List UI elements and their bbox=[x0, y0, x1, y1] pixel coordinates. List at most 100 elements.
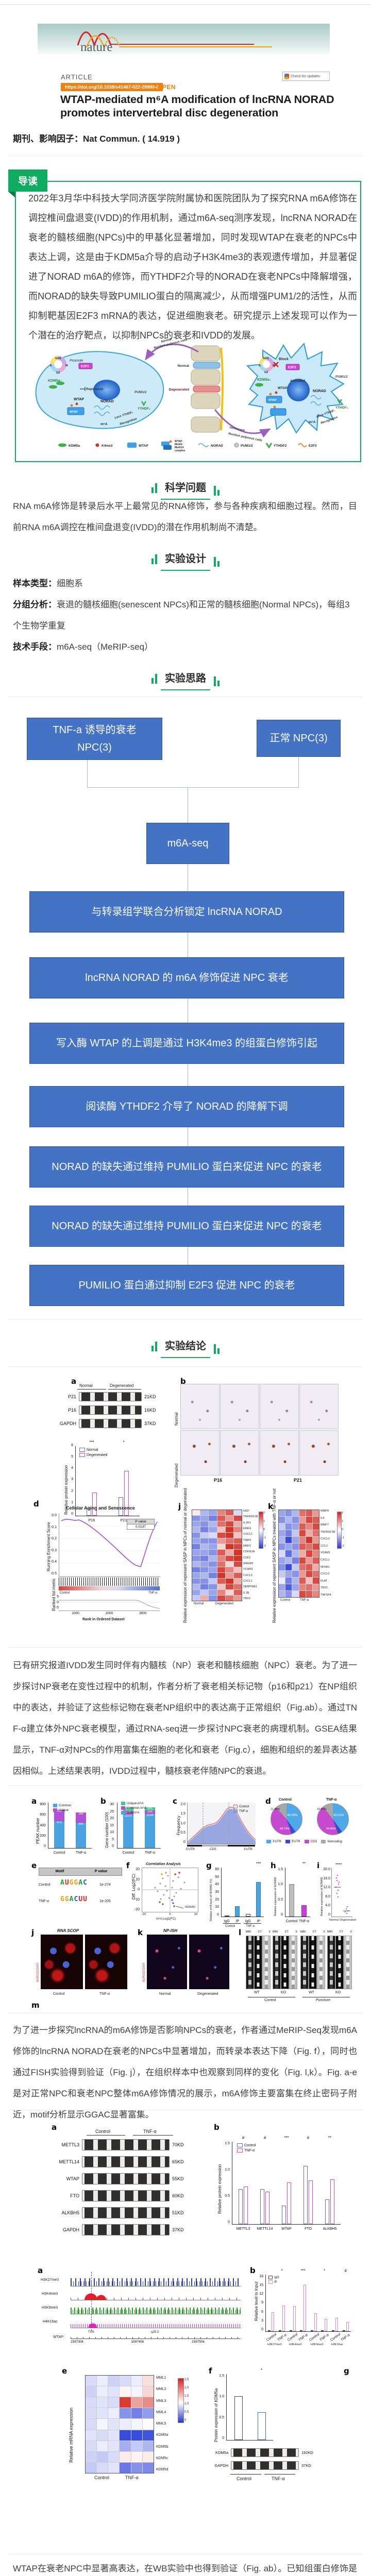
fig2d-pie-control bbox=[271, 1803, 302, 1835]
journal-logo-graphic: nature COMMUNICATIONS bbox=[77, 31, 272, 61]
intro-box bbox=[15, 181, 361, 462]
fig2l-wt1: WT bbox=[254, 1991, 260, 1994]
panel-letter-e: e bbox=[62, 2366, 68, 2376]
xray-image bbox=[289, 1936, 297, 1989]
fig2e-row2-p: 1e-205 bbox=[99, 1900, 111, 1903]
gsea-xticks: 1000 2000 3000 bbox=[72, 1612, 147, 1615]
ga-right-norad: NORAD bbox=[313, 389, 326, 393]
section-title: 科学问题 bbox=[161, 479, 210, 500]
fig1b-row-degenerated: Degenerated bbox=[174, 1463, 179, 1487]
article-label: ARTICLE bbox=[61, 73, 93, 81]
question-text: RNA m6A修饰是转录后水平上最常见的RNA修饰，参与各种疾病和细胞过程。然而… bbox=[13, 501, 357, 532]
chip-track-h3k4me3 bbox=[71, 2289, 241, 2300]
intro-tab-fold bbox=[8, 192, 15, 197]
chip-track-h4k16ac bbox=[71, 2316, 241, 2328]
fig4a-axis bbox=[71, 2337, 241, 2339]
fig3b-legend: Control TNF-α bbox=[237, 2143, 256, 2153]
fig1b-p16: P16 bbox=[214, 1478, 223, 1483]
design-item-groups: 分组分析：衰退的髓核细胞(senescent NPCs)和正常的髓核细胞(Nor… bbox=[13, 600, 350, 631]
scop-image bbox=[85, 1935, 127, 1989]
doi-link-badge[interactable]: https://doi.org/10.1038/s41467-022-28990… bbox=[61, 83, 163, 91]
blot-row: WTAP 55KD bbox=[52, 2173, 184, 2184]
fig3a-blots: METTL3 70KD METTL14 65KD WTAP 55KD FTO 60KD ALKB… bbox=[52, 2139, 184, 2235]
blot-row: ALKBH5 51KD bbox=[52, 2207, 184, 2218]
ihc-image bbox=[260, 1384, 299, 1429]
ga-left-norad: NORAD bbox=[100, 400, 114, 403]
fig4f-tnf: TNF-α bbox=[272, 2476, 285, 2481]
fig2l-cols: MRI CT X bbox=[246, 1930, 271, 1934]
fig2i-yticks: 20.0 16.0 12.0 8.0 4.0 0 bbox=[323, 1868, 330, 1917]
fig2e-row1-motif: AUGGAC bbox=[60, 1879, 88, 1887]
fig3b-ylabel: Relative protein expression bbox=[217, 2164, 222, 2214]
fig2b-stacked-bars: 2210 250 234 Control 2244 250 205 TNF-α bbox=[117, 1803, 161, 1855]
fig2j-c2: TNF-α bbox=[99, 1992, 110, 1996]
ga-right-activated: Activated bbox=[290, 379, 305, 383]
fig3a-control: Control bbox=[95, 2129, 111, 2134]
pie-label: 11.42% bbox=[271, 1808, 280, 1811]
fig2a-yticks: 800 600 400 200 0 bbox=[40, 1803, 46, 1848]
legend-item: Control bbox=[237, 2143, 256, 2147]
ga-left-wtap: WTAP bbox=[74, 398, 84, 401]
svg-text:G0/1: G0/1 bbox=[55, 357, 61, 360]
green-bars-icon bbox=[150, 1342, 158, 1354]
fig2g-yticks: 60 50 40 30 20 10 0 bbox=[215, 1868, 219, 1917]
graphical-abstract: G0/1 S M G2 Promote E2F3 KDM5a↑ Represse… bbox=[35, 338, 348, 452]
ga-left-wtap-box: WTAP bbox=[70, 411, 78, 414]
flow-box-normal-npc: 正常 NPC(3) bbox=[257, 720, 341, 757]
svg-text:WTAP-: WTAP- bbox=[175, 440, 183, 443]
svg-text:S: S bbox=[50, 364, 52, 367]
fig2f-norad: NORAD bbox=[185, 1906, 195, 1909]
ga-right-e2f3: E2F3 bbox=[288, 366, 296, 369]
fig1j-cbar-ticks: 2 1 0 -1 -2 bbox=[263, 1512, 266, 1548]
flow-box-m6a-seq: m6A-seq bbox=[146, 823, 229, 864]
fig3a-tnf: TNF-α bbox=[143, 2129, 157, 2134]
legend-item: Normal bbox=[79, 1448, 107, 1452]
flow-box-step6: NORAD 的缺失通过维持 PUMILIO 蛋白来促进 NPC 的衰老 bbox=[29, 1206, 344, 1247]
ct-image bbox=[254, 1936, 262, 1989]
journal-banner: nature COMMUNICATIONS bbox=[38, 24, 330, 61]
gsea-title: Cellular Aging and Senescence bbox=[66, 1505, 135, 1511]
paragraph-3: WTAP在衰老NPC中显著高表达，在WB实验中也得到验证（Fig. ab）。已知… bbox=[13, 2564, 357, 2573]
svg-text:G2: G2 bbox=[264, 371, 268, 374]
blot-row: P21 21KD bbox=[57, 1392, 156, 1401]
check-for-updates-label: Check for updates bbox=[291, 74, 320, 78]
fig2f-scatter bbox=[142, 1868, 198, 1912]
fig4b-legend: IgG IP bbox=[268, 2276, 279, 2284]
svg-text:E2F3: E2F3 bbox=[309, 444, 317, 448]
fig2d-title2: TNF-α bbox=[326, 1798, 337, 1802]
check-for-updates-button[interactable]: Check for updates bbox=[282, 72, 330, 81]
svg-text:KDM5a: KDM5a bbox=[69, 444, 80, 448]
fig2i-x1: Normal bbox=[329, 1919, 339, 1922]
arrow-senescent bbox=[214, 409, 271, 438]
legend-item: Degenerated bbox=[79, 1453, 107, 1457]
green-bars-icon bbox=[150, 483, 158, 496]
ga-left-pum: PUM1/2 bbox=[134, 391, 147, 394]
fig1j-genes: HGF TNFRSF1B IL1R1 EREG CXCL2 TIMP1 BMP2 CDKN1A… bbox=[243, 1510, 258, 1600]
fig2c-cds: CDS bbox=[210, 1848, 216, 1851]
fig1a-legend: Normal Degenerated bbox=[79, 1448, 107, 1457]
svg-text:M: M bbox=[65, 364, 68, 367]
fig2i-sig: **** bbox=[335, 1862, 342, 1867]
ga-right-wtap: WTAP bbox=[278, 386, 288, 390]
panel-letter-k: k bbox=[138, 1928, 143, 1937]
panel-letter-f: f bbox=[126, 1861, 130, 1870]
tss-dashed-line bbox=[91, 2272, 92, 2331]
fig2e-row1-p: 1e-274 bbox=[99, 1883, 111, 1887]
fig4a-band: q25.3 bbox=[151, 2331, 159, 2334]
chip-track-h3k27me3 bbox=[71, 2275, 241, 2286]
ct-image bbox=[335, 1936, 344, 1989]
svg-text:PUM1/2: PUM1/2 bbox=[241, 444, 253, 448]
ihc-image bbox=[260, 1430, 299, 1476]
fig2e-header: Motif P value bbox=[39, 1868, 122, 1876]
fig1j-heatmap bbox=[192, 1510, 242, 1601]
flow-box-step1: 与转录组学联合分析锁定 lncRNA NORAD bbox=[29, 891, 344, 933]
panel-letter-j: j bbox=[178, 1502, 181, 1511]
pie-label: 40.03% bbox=[287, 1814, 298, 1817]
journal-impact-line: 期刊、影响因子：Nat Commun. ( 14.919 ) bbox=[13, 131, 180, 144]
fig2l-puncture: Puncture bbox=[316, 1998, 331, 2002]
fig2c-regionbar bbox=[187, 1845, 255, 1846]
panel-letter-c: c bbox=[173, 1797, 177, 1806]
fig2a-legend: Common Unique bbox=[53, 1804, 71, 1812]
paper-title: WTAP-mediated m⁶A modification of lncRNA… bbox=[60, 93, 334, 119]
